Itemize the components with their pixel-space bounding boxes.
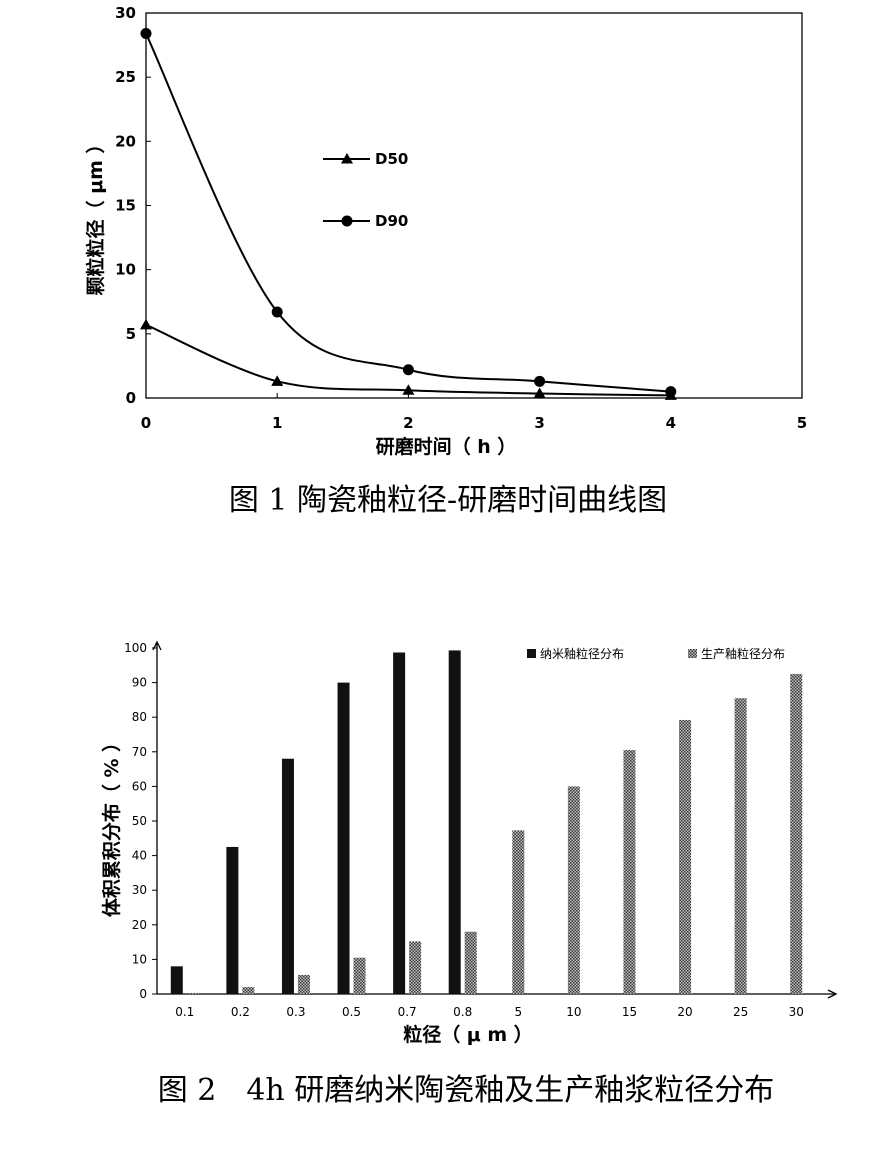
y-tick-label: 100 [124, 641, 147, 655]
bar-production-0.8 [464, 931, 477, 994]
x-tick-label: 0.5 [342, 1005, 361, 1019]
legend-swatch [688, 649, 697, 658]
x-tick-label: 5 [514, 1005, 522, 1019]
chart2-bars [170, 650, 803, 994]
x-axis-label: 粒径（ μ m ） [403, 1023, 533, 1046]
x-tick-label: 10 [566, 1005, 581, 1019]
data-point-d50 [140, 318, 152, 330]
chart1-legend: D50 D90 [323, 150, 408, 230]
data-point-d50 [533, 387, 546, 399]
x-tick-label: 0.7 [398, 1005, 417, 1019]
x-tick-label: 0 [141, 414, 151, 432]
bar-nano-0.3 [281, 758, 294, 994]
data-point-d90 [140, 28, 152, 40]
bar-production-30 [790, 673, 803, 994]
y-tick-label: 0 [139, 987, 147, 1001]
y-tick-label: 20 [132, 918, 147, 932]
chart1-markers [140, 28, 677, 400]
data-point-d50 [271, 375, 284, 386]
y-tick-label: 70 [132, 745, 147, 759]
figure-1: 0 5 10 15 20 25 30 0 1 2 3 4 5 D50 D90 研磨时间（ h ） 颗粒粒径… [0, 0, 895, 540]
chart2-axes: 0 10 20 30 40 50 60 70 80 90 100 0.1 0.2 0.3 0.5 0.7 0.8… [124, 640, 838, 1019]
legend-label: 纳米釉粒径分布 [540, 646, 624, 661]
legend-label: 生产釉粒径分布 [701, 646, 785, 661]
x-tick-label: 30 [789, 1005, 804, 1019]
y-tick-label: 90 [132, 676, 147, 690]
y-tick-label: 0 [126, 389, 136, 407]
x-tick-label: 1 [272, 414, 282, 432]
figure-2: 0 10 20 30 40 50 60 70 80 90 100 0.1 0.2 0.3 0.5 0.7 0.8… [0, 580, 895, 1160]
bar-production-0.3 [297, 974, 310, 994]
legend-swatch [527, 649, 536, 658]
bar-production-0.1 [186, 992, 199, 994]
x-tick-label: 0.2 [231, 1005, 250, 1019]
y-tick-label: 30 [115, 4, 136, 22]
series-line-d90 [145, 33, 671, 393]
x-tick-label: 0.8 [453, 1005, 472, 1019]
bar-nano-0.5 [337, 682, 350, 994]
y-tick-label: 25 [115, 68, 136, 86]
x-tick-label: 20 [677, 1005, 692, 1019]
legend-label-d50: D50 [375, 150, 408, 168]
line-chart: 0 5 10 15 20 25 30 0 1 2 3 4 5 D50 D90 研磨时间（ h ） 颗粒粒径… [84, 4, 807, 518]
x-tick-label: 5 [797, 414, 807, 432]
y-axis-label: 颗粒粒径（ μm ） [84, 134, 107, 295]
y-tick-label: 80 [132, 710, 147, 724]
data-point-d90 [665, 386, 677, 398]
data-point-d90 [534, 375, 546, 387]
bar-production-0.5 [353, 957, 366, 994]
x-axis-label: 研磨时间（ h ） [376, 435, 517, 458]
y-tick-label: 10 [115, 261, 136, 279]
bar-nano-0.1 [170, 966, 183, 994]
x-axis-arrow [827, 989, 838, 999]
data-point-d90 [271, 306, 283, 318]
legend-marker [341, 153, 353, 164]
y-tick-label: 20 [115, 132, 136, 150]
y-tick-label: 5 [126, 325, 136, 343]
bar-nano-0.2 [226, 846, 239, 994]
x-tick-label: 4 [666, 414, 676, 432]
legend-marker [341, 215, 353, 227]
bar-chart: 0 10 20 30 40 50 60 70 80 90 100 0.1 0.2 0.3 0.5 0.7 0.8… [100, 640, 838, 1108]
plot-frame [145, 12, 803, 399]
y-axis-label: 体积累积分布（ % ） [100, 733, 123, 917]
y-axis-arrow [152, 640, 162, 651]
bar-production-5 [512, 830, 525, 994]
chart2-legend: 纳米釉粒径分布 生产釉粒径分布 [527, 646, 785, 661]
figure-caption: 图 2 4h 研磨纳米陶瓷釉及生产釉浆粒径分布 [158, 1073, 775, 1108]
y-tick-label: 30 [132, 883, 147, 897]
bar-production-15 [623, 750, 636, 994]
y-tick-label: 60 [132, 779, 147, 793]
x-tick-label: 0.3 [286, 1005, 305, 1019]
chart1-axes: 0 5 10 15 20 25 30 0 1 2 3 4 5 [115, 4, 807, 432]
bar-production-20 [679, 719, 692, 994]
bar-nano-0.7 [393, 652, 406, 994]
bar-production-0.2 [242, 987, 255, 994]
x-tick-label: 3 [534, 414, 544, 432]
data-point-d50 [402, 384, 415, 395]
y-tick-label: 10 [132, 952, 147, 966]
legend-label-d90: D90 [375, 212, 408, 230]
y-tick-label: 40 [132, 849, 147, 863]
data-point-d90 [402, 364, 414, 376]
figure-caption: 图 1 陶瓷釉粒径-研磨时间曲线图 [229, 483, 667, 518]
x-tick-label: 0.1 [175, 1005, 194, 1019]
x-tick-label: 25 [733, 1005, 748, 1019]
y-tick-label: 15 [115, 197, 136, 215]
bar-production-25 [734, 698, 747, 994]
bar-production-10 [567, 786, 580, 994]
bar-production-0.7 [409, 941, 422, 994]
chart1-curves [145, 33, 671, 397]
x-tick-label: 15 [622, 1005, 637, 1019]
bar-nano-0.8 [448, 650, 461, 994]
x-tick-label: 2 [403, 414, 413, 432]
y-tick-label: 50 [132, 814, 147, 828]
